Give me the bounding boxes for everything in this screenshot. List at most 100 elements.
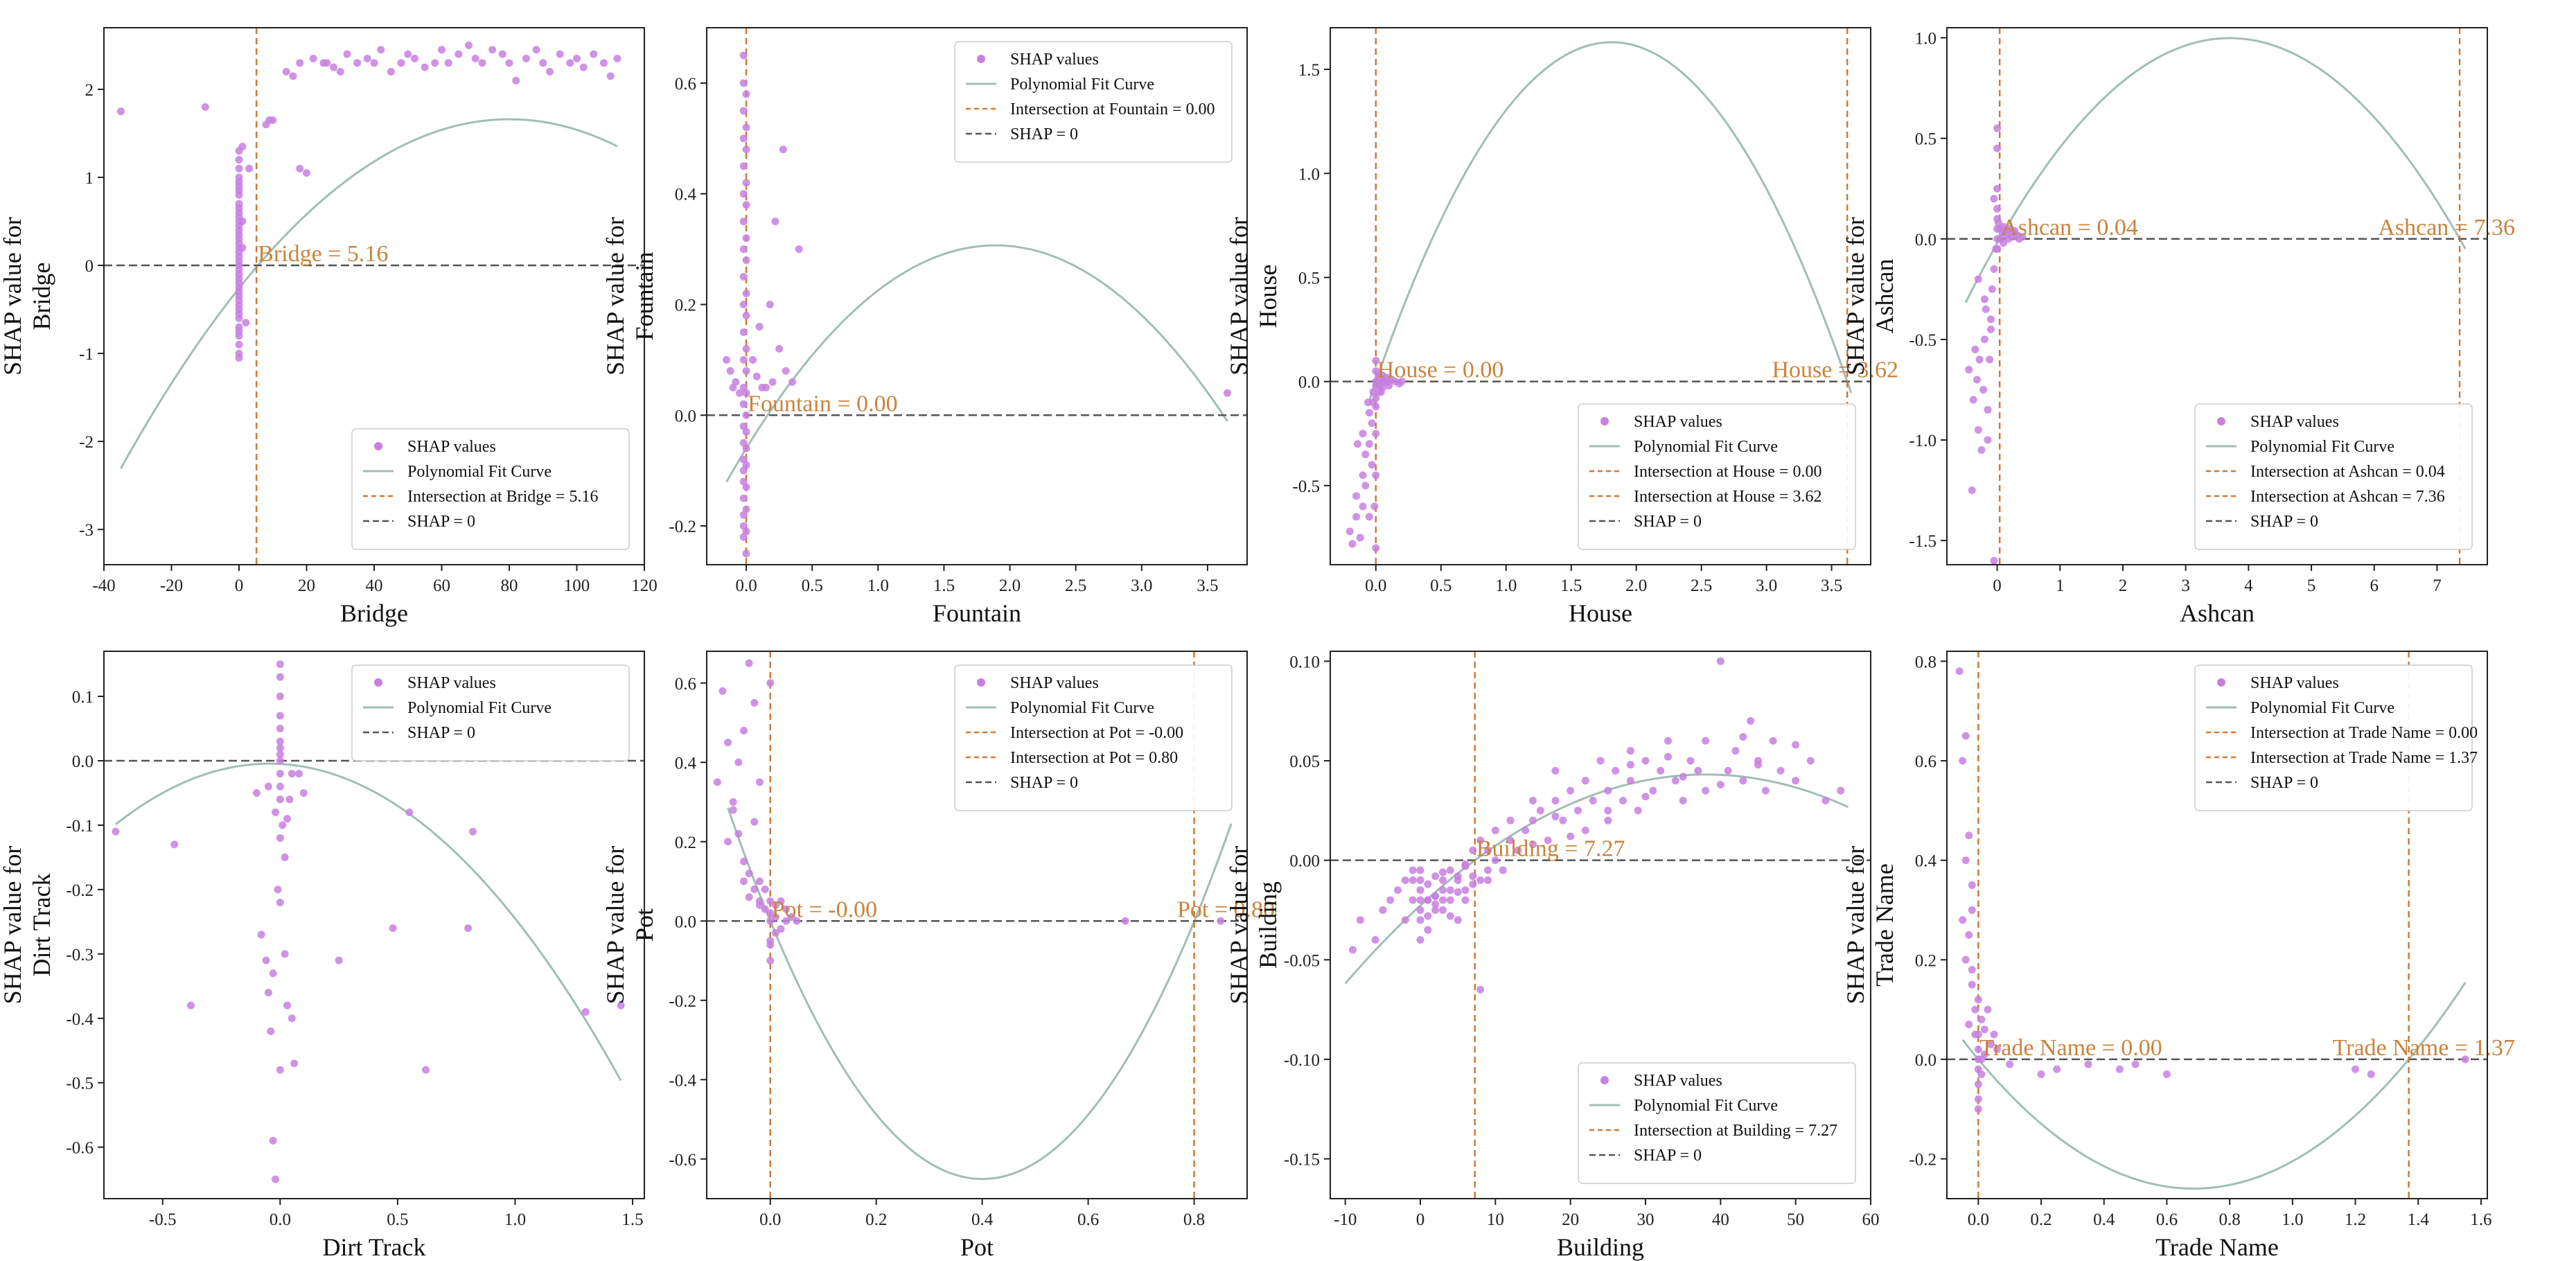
legend: SHAP values Polynomial Fit Curve Intersect… (351, 428, 630, 550)
polynomial-fit-curve (1961, 982, 2467, 1190)
scatter-point (1476, 876, 1485, 884)
scatter-point (370, 59, 378, 67)
y-tick-label: 0.0 (675, 912, 696, 931)
scatter-point (1371, 936, 1379, 944)
legend-label: Polynomial Fit Curve (407, 463, 552, 481)
x-tick-label: 10 (1487, 1210, 1504, 1229)
scatter-point (1961, 856, 1970, 865)
scatter-point (734, 829, 743, 838)
scatter-point (1975, 355, 1984, 364)
scatter-point (742, 256, 750, 265)
scatter-point (1484, 876, 1492, 884)
legend-label: SHAP = 0 (1010, 774, 1078, 792)
x-tick-label: 80 (501, 576, 518, 595)
x-tick-label: 0.8 (1183, 1210, 1205, 1229)
x-tick-label: 1.0 (867, 576, 889, 595)
chart-panel-pot: Pot = -0.00 Pot = 0.80 0.0 0.2 0.4 0.6 0.8 -0.6… (601, 651, 1275, 1261)
scatter-point (766, 897, 775, 906)
scatter-point (1837, 786, 1845, 795)
scatter-point (405, 808, 414, 816)
scatter-point (1955, 667, 1964, 676)
scatter-point (276, 743, 284, 752)
scatter-point (1977, 1070, 1986, 1078)
scatter-point (1454, 916, 1462, 924)
legend-label: Intersection at Pot = 0.80 (1010, 749, 1178, 767)
scatter-point (1484, 846, 1492, 854)
scatter-point (1619, 796, 1627, 804)
y-tick-label: 0.00 (1289, 852, 1320, 871)
scatter-point (761, 905, 769, 913)
scatter-point (1702, 786, 1710, 795)
y-tick-label: 1 (85, 169, 94, 188)
legend-label: Intersection at Ashcan = 0.04 (2250, 463, 2445, 481)
scatter-point (742, 367, 750, 375)
scatter-point (1469, 846, 1477, 854)
x-tick-label: 120 (631, 576, 658, 595)
scatter-point (1369, 388, 1377, 396)
scatter-point (566, 59, 574, 67)
legend-label: Intersection at Pot = -0.00 (1010, 724, 1183, 742)
axes-frame (706, 651, 1248, 1199)
scatter-point (1529, 816, 1537, 824)
scatter-point (276, 757, 284, 765)
scatter-point (777, 897, 785, 906)
scatter-point (1439, 906, 1447, 914)
legend: SHAP values Polynomial Fit Curve Intersect… (954, 41, 1233, 163)
scatter-point (766, 300, 774, 308)
scatter-point (1979, 385, 1988, 394)
x-tick-label: -20 (160, 576, 183, 595)
x-tick-label: 1.4 (2408, 1210, 2430, 1229)
scatter-point (170, 840, 179, 849)
scatter-point (1461, 862, 1470, 870)
scatter-point (742, 411, 750, 419)
scatter-point (1679, 773, 1687, 781)
scatter-point (1968, 966, 1976, 974)
x-tick-label: 1.5 (621, 1210, 643, 1229)
legend-label: Polynomial Fit Curve (1010, 76, 1154, 94)
scatter-point (1416, 886, 1424, 894)
scatter-point (387, 68, 395, 76)
scatter-point (245, 164, 254, 173)
scatter-point (1469, 880, 1477, 888)
x-tick-label: 1 (2056, 576, 2065, 595)
scatter-point (742, 444, 750, 452)
scatter-point (288, 1014, 296, 1023)
x-axis-label: Dirt Track (322, 1233, 425, 1261)
x-tick-label: 20 (1562, 1210, 1579, 1229)
x-tick-label: 1.6 (2470, 1210, 2491, 1229)
scatter-point (2162, 1070, 2171, 1078)
axes-frame (1330, 651, 1871, 1199)
scatter-point (455, 50, 463, 58)
scatter-point (739, 355, 748, 364)
scatter-point (235, 257, 243, 265)
scatter-point (1439, 896, 1447, 904)
x-tick-label: 5 (2307, 576, 2316, 595)
legend-label: Polynomial Fit Curve (1634, 1097, 1778, 1115)
scatter-point (1977, 1055, 1986, 1064)
y-tick-label: -0.4 (669, 1071, 696, 1090)
scatter-point (363, 54, 371, 62)
scatter-point (276, 782, 284, 791)
scatter-point (742, 427, 750, 436)
scatter-point (739, 51, 748, 60)
scatter-point (755, 778, 764, 786)
scatter-point (1961, 732, 1970, 740)
legend-label: Intersection at Trade Name = 1.37 (2250, 749, 2478, 767)
x-tick-label: 7 (2433, 576, 2442, 595)
scatter-point (1961, 955, 1970, 964)
scatter-point (1416, 876, 1424, 884)
scatter-point (1974, 1046, 1982, 1054)
legend-label: Polynomial Fit Curve (1010, 699, 1154, 717)
y-tick-label: 0.0 (72, 752, 94, 771)
scatter-point (238, 244, 247, 252)
scatter-point (1634, 806, 1642, 815)
y-tick-label: -0.6 (669, 1151, 696, 1170)
scatter-point (336, 68, 344, 76)
scatter-point (782, 917, 791, 925)
scatter-point (766, 941, 775, 949)
scatter-point (1716, 657, 1724, 665)
scatter-point (793, 917, 801, 925)
scatter-point (1348, 540, 1357, 548)
scatter-point (1359, 502, 1367, 511)
scatter-point (775, 344, 784, 353)
